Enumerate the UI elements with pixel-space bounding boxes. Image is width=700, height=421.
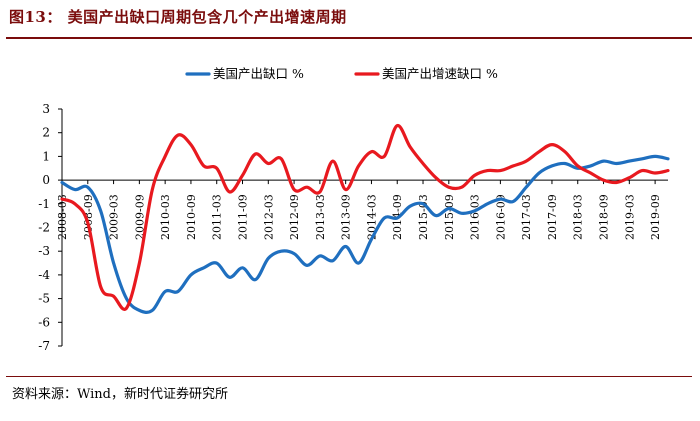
- x-tick-label: 2012-09: [288, 194, 301, 240]
- x-tick-label: 2017-09: [546, 194, 559, 240]
- x-tick-label: 2009-03: [108, 194, 121, 240]
- source-rule: [6, 376, 692, 377]
- x-tick-label: 2010-09: [185, 194, 198, 240]
- x-tick-label: 2010-03: [159, 194, 172, 240]
- x-tick-label: 2015-03: [417, 194, 430, 240]
- legend-label: 美国产出增速缺口 %: [382, 66, 498, 81]
- chart-legend: 美国产出缺口 % 美国产出增速缺口 %: [185, 66, 498, 81]
- y-tick-label: -5: [38, 292, 50, 306]
- line-chart: 美国产出缺口 % 美国产出增速缺口 % -7 -6 -5 -4 -3 -2 -1 0 1 2 3 20…: [38, 66, 670, 353]
- x-tick-label: 2013-09: [340, 194, 353, 240]
- y-tick-label: -4: [38, 268, 50, 282]
- x-axis: 2008-03 2008-09 2009-03 2009-09 2010-03 2010-…: [56, 179, 668, 240]
- y-tick-label: -3: [38, 244, 50, 258]
- x-tick-label: 2016-03: [469, 194, 482, 240]
- title-rule: [6, 37, 692, 39]
- x-tick-label: 2019-09: [649, 194, 662, 240]
- figure-title: 图13： 美国产出缺口周期包含几个产出增速周期: [9, 8, 347, 26]
- x-tick-label: 2015-09: [443, 194, 456, 240]
- x-tick-label: 2012-03: [262, 194, 275, 240]
- x-tick-label: 2016-09: [494, 194, 507, 240]
- y-axis: -7 -6 -5 -4 -3 -2 -1 0 1 2 3: [38, 102, 63, 353]
- legend-label: 美国产出缺口 %: [213, 66, 304, 81]
- series-line-growth-gap: [60, 124, 670, 311]
- x-tick-label: 2011-03: [211, 194, 224, 240]
- source-note: 资料来源：Wind，新时代证券研究所: [12, 387, 228, 402]
- series-line-output-gap: [60, 154, 670, 314]
- y-tick-label: 1: [42, 149, 50, 163]
- y-tick-label: -7: [38, 339, 50, 353]
- x-tick-label: 2017-03: [520, 194, 533, 240]
- x-tick-label: 2019-03: [623, 194, 636, 240]
- series-layer: [60, 124, 670, 314]
- x-tick-label: 2018-09: [598, 194, 611, 240]
- x-tick-label: 2009-09: [133, 194, 146, 240]
- x-tick-label: 2014-03: [365, 194, 378, 240]
- x-tick-label: 2018-03: [572, 194, 585, 240]
- y-tick-label: 2: [42, 126, 50, 140]
- y-tick-label: 0: [42, 173, 50, 187]
- x-tick-label: 2011-09: [237, 194, 250, 240]
- y-tick-label: 3: [42, 102, 50, 116]
- x-tick-label: 2013-03: [314, 194, 327, 240]
- y-tick-label: -1: [38, 197, 50, 211]
- x-tick-label: 2008-09: [82, 194, 95, 240]
- y-tick-label: -2: [38, 221, 50, 235]
- x-tick-label: 2008-03: [56, 194, 69, 240]
- y-tick-label: -6: [38, 315, 50, 329]
